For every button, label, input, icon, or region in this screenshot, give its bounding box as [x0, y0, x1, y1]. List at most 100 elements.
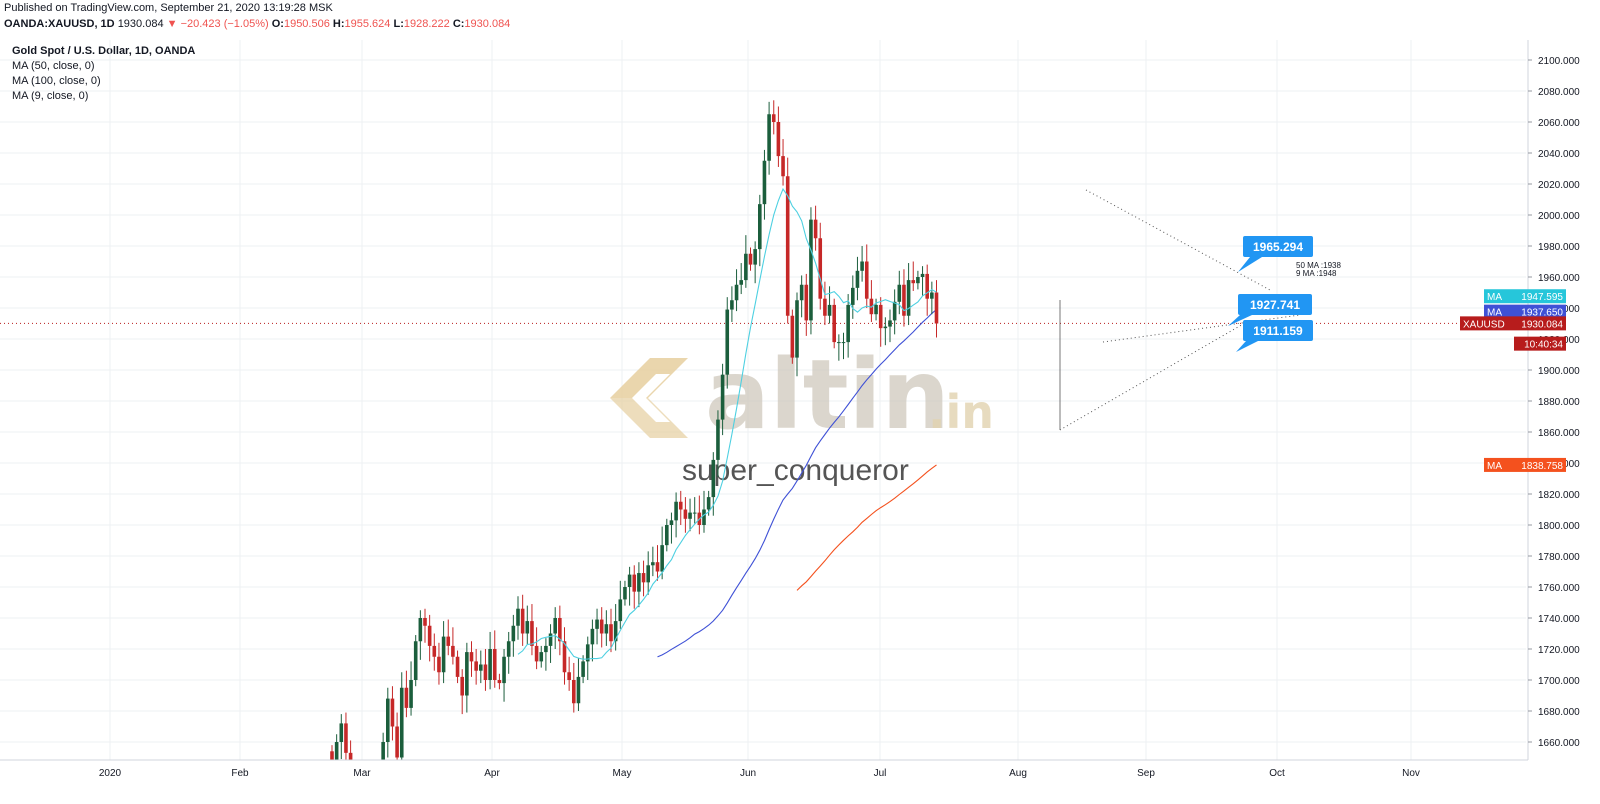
candle	[399, 672, 404, 760]
candle-body	[841, 342, 846, 344]
candle-body	[669, 520, 674, 525]
y-tick-label: 1720.000	[1538, 645, 1580, 656]
candle-body	[399, 687, 404, 758]
ma9-path[interactable]	[517, 187, 937, 660]
x-tick-label: Apr	[484, 768, 500, 779]
candle-body	[502, 656, 506, 684]
candle-body	[525, 621, 530, 634]
open-label: O:	[271, 18, 284, 30]
y-tick-label: 2040.000	[1538, 149, 1580, 160]
candle	[404, 670, 409, 718]
candle-body	[432, 645, 437, 657]
candle-body	[567, 672, 571, 680]
ma50-path[interactable]	[657, 309, 937, 658]
candle-body	[734, 284, 739, 301]
legend-ma50[interactable]: MA (50, close, 0)	[12, 60, 95, 72]
high-label: H:	[332, 18, 345, 30]
callout-1965[interactable]: 1965.294	[1238, 236, 1313, 272]
candle-body	[465, 652, 469, 696]
upper-trendline[interactable]	[1085, 189, 1271, 291]
legend-title[interactable]: Gold Spot / U.S. Dollar, 1D, OANDA	[12, 45, 196, 57]
candle	[781, 139, 785, 186]
ma50-line[interactable]	[657, 309, 937, 658]
candle	[916, 270, 920, 290]
candle-body	[753, 249, 757, 265]
candle	[678, 490, 683, 525]
ma100-line[interactable]	[796, 464, 937, 591]
ma100-path[interactable]	[796, 464, 937, 591]
candle-body	[637, 573, 641, 592]
candle	[651, 546, 655, 577]
candle	[883, 317, 888, 346]
x-tick-label: Jun	[740, 768, 756, 779]
candle	[832, 298, 836, 349]
candle	[599, 607, 604, 648]
candle-body	[860, 261, 864, 271]
ma9-line[interactable]	[517, 187, 937, 660]
y-tick-label: 2060.000	[1538, 118, 1580, 129]
candle-body	[595, 619, 599, 629]
axis-tag-bg	[1514, 336, 1566, 351]
candle-body	[934, 292, 939, 324]
callout-1927[interactable]: 1927.741	[1228, 294, 1312, 326]
x-tick-label: Sep	[1137, 768, 1155, 779]
callout-1911[interactable]: 1911.159	[1236, 320, 1313, 352]
candle	[730, 286, 734, 322]
axis-tag-value: 1930.084	[1521, 319, 1563, 330]
candle-body	[609, 624, 613, 642]
candle	[432, 633, 437, 671]
x-tick-label: Mar	[353, 768, 371, 779]
watermark-suffix: .in	[928, 385, 994, 439]
axis-tag-value: 1838.758	[1521, 461, 1563, 472]
candle	[683, 497, 688, 533]
candle-body	[627, 574, 632, 587]
x-tick-label: Jul	[874, 768, 887, 779]
candle-body	[534, 645, 539, 662]
candle-body	[767, 114, 771, 161]
y-tick-label: 1960.000	[1538, 273, 1580, 284]
candle-body	[799, 284, 804, 301]
candle-body	[660, 545, 664, 572]
y-tick-label: 1700.000	[1538, 676, 1580, 687]
candle	[427, 614, 432, 662]
close-value: 1930.084	[464, 18, 511, 30]
trendline-drawings[interactable]: 1965.294 1927.741 1911.159 50 MA :1938 9…	[1059, 189, 1341, 431]
axis-tag-bg	[1484, 289, 1566, 304]
legend-ma100[interactable]: MA (100, close, 0)	[12, 75, 101, 87]
legend-ma9[interactable]: MA (9, close, 0)	[12, 90, 89, 102]
candle-body	[506, 641, 511, 657]
candle	[595, 608, 599, 645]
candle	[544, 638, 548, 671]
time-axis[interactable]: 2020 Feb Mar Apr May Jun Jul Aug Sep Oct Nov	[0, 759, 1528, 779]
candle	[386, 687, 390, 758]
axis-tag: MA 1838.758	[1484, 457, 1566, 472]
candle	[534, 627, 539, 670]
candle-body	[706, 497, 711, 510]
candle-body	[386, 698, 390, 742]
candle	[790, 309, 795, 364]
candle	[604, 610, 609, 646]
price-axis[interactable]: 1660.000 1680.000 1700.000 1720.000 1740.000…	[1527, 40, 1580, 760]
axis-tag: 10:40:34	[1514, 336, 1566, 351]
candle	[460, 669, 464, 715]
x-tick-label: Nov	[1402, 768, 1420, 779]
candle-body	[874, 304, 878, 315]
candle-body	[334, 742, 339, 760]
axis-tag-prefix: MA	[1487, 308, 1502, 319]
candle	[474, 649, 478, 685]
candle-body	[613, 621, 618, 642]
candle	[646, 551, 650, 595]
symbol: OANDA:XAUUSD, 1D	[4, 18, 115, 30]
candle-body	[599, 619, 604, 634]
candle-body	[813, 219, 818, 239]
lower-trendline[interactable]	[1059, 319, 1251, 431]
candle	[623, 580, 627, 606]
candle	[609, 608, 613, 653]
candle	[725, 297, 730, 389]
y-tick-label: 1880.000	[1538, 397, 1580, 408]
candle	[413, 635, 418, 687]
candle	[809, 207, 813, 335]
candle	[632, 565, 637, 609]
candle-body	[888, 320, 892, 327]
